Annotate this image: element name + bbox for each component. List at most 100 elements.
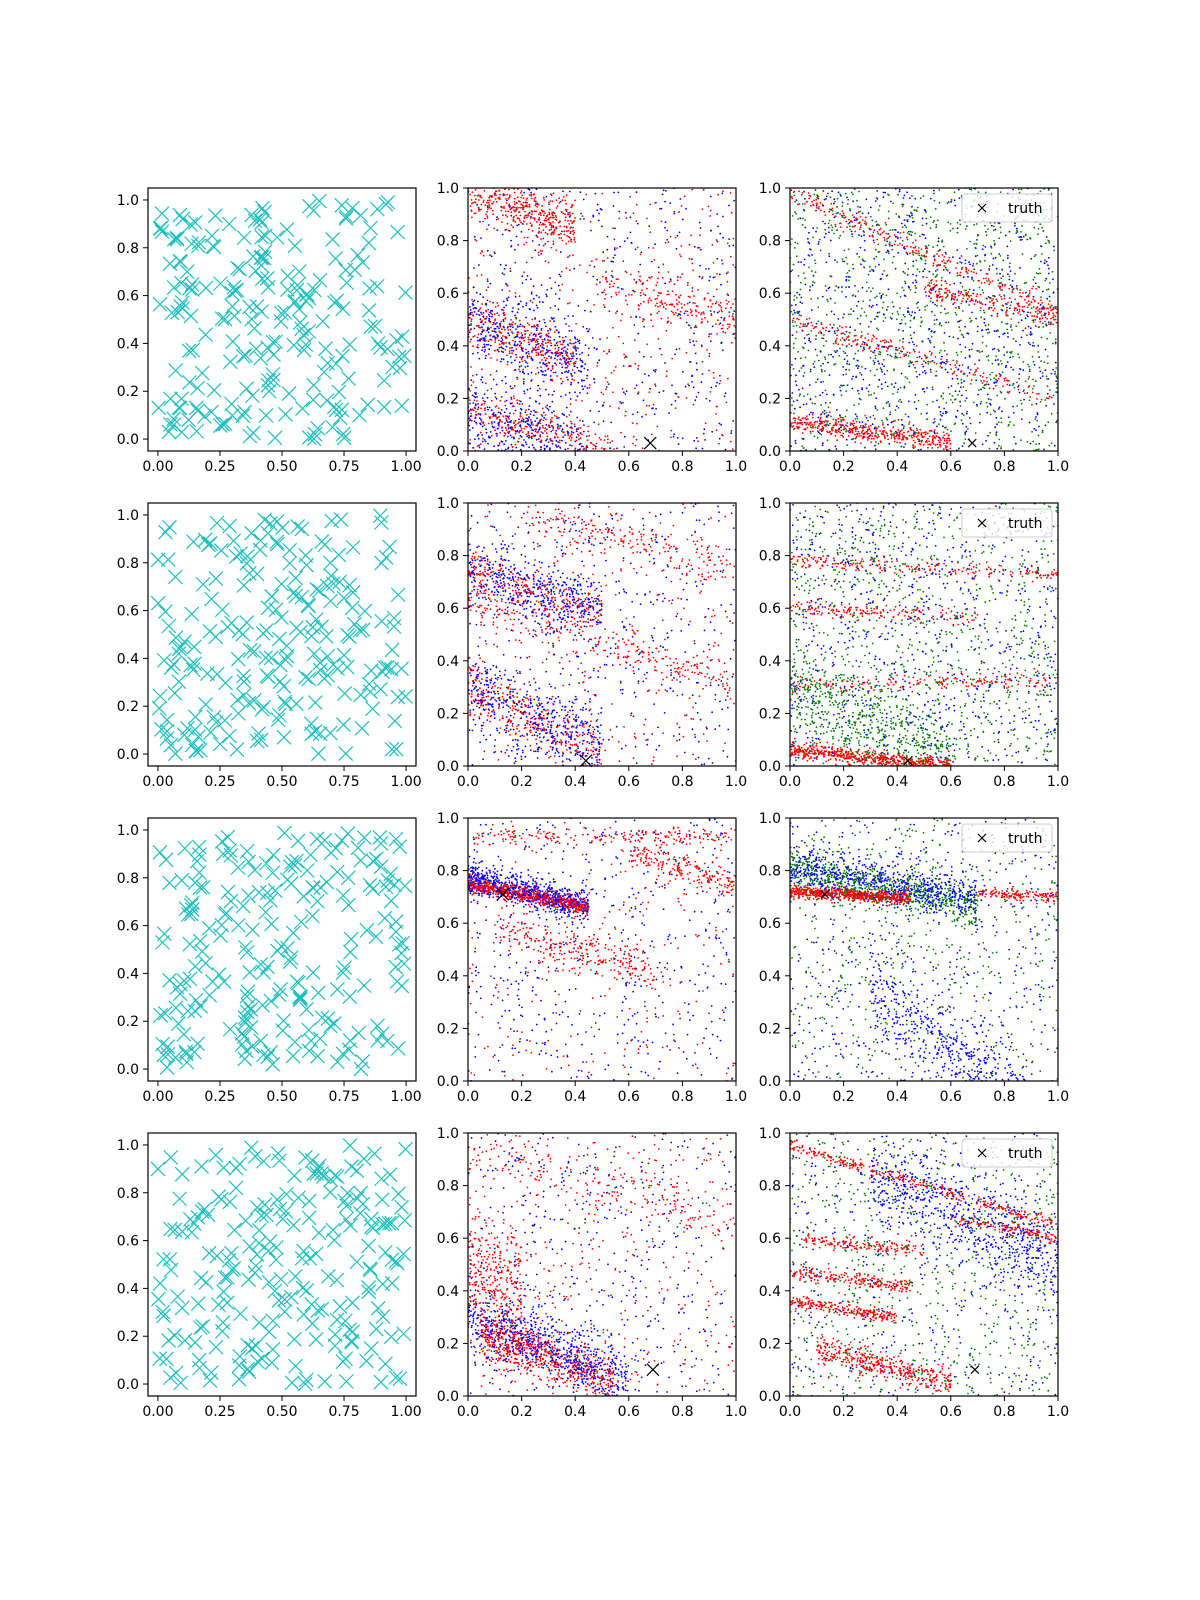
data-point [547,240,549,243]
data-point [476,336,479,339]
data-point [658,271,660,274]
data-point [857,365,860,368]
data-point [822,190,825,192]
data-point [473,406,476,409]
data-point [925,217,928,220]
data-point [525,302,528,304]
data-point [586,439,589,441]
data-point [568,437,571,439]
data-point [794,439,797,442]
data-point [720,259,723,262]
data-point [509,385,512,388]
data-point [546,345,549,348]
data-point [857,349,859,352]
sample-point [380,194,396,210]
data-point [790,445,792,448]
data-point [522,201,525,204]
data-point [879,233,882,236]
data-point [501,339,504,341]
data-point [953,191,956,194]
data-point [1044,316,1047,319]
data-point [718,437,721,440]
data-point [715,288,718,291]
data-point [527,352,530,355]
data-point [560,452,562,454]
data-point [830,310,833,313]
data-point [1027,386,1030,388]
data-point [490,434,493,437]
data-point [570,374,573,377]
data-point [475,411,477,413]
data-point [671,290,674,293]
data-point [949,447,952,450]
data-point [841,210,844,213]
data-point [1047,421,1050,424]
data-point [922,276,924,278]
data-point [525,199,528,201]
data-point [525,348,527,351]
data-point [498,339,500,342]
data-point [612,260,614,263]
data-point [538,320,541,323]
data-point [799,217,802,220]
data-point [887,233,890,235]
sample-point [267,430,283,446]
data-point [566,358,568,360]
data-point [596,361,599,364]
data-point [613,369,615,372]
data-point [891,301,894,304]
data-point [722,236,724,239]
sample-point [172,400,188,416]
data-point [541,340,544,343]
data-point [667,317,669,319]
data-point [717,225,719,228]
sample-point [292,315,308,331]
data-point [526,223,528,225]
data-point [977,393,979,396]
data-point [494,306,497,308]
data-point [794,380,797,383]
data-point [957,393,959,396]
data-point [828,219,831,222]
data-point [965,425,968,428]
data-point [483,438,486,441]
data-point [700,322,703,324]
data-point [505,264,507,267]
data-point [533,446,535,449]
data-point [887,252,890,255]
data-point [471,394,474,397]
data-point [891,312,894,315]
data-point [468,442,470,445]
data-point [584,344,587,346]
data-point [812,427,814,429]
data-point [493,322,495,324]
sample-point [370,336,386,351]
data-point [474,396,477,399]
data-point [495,455,497,457]
data-point [541,342,543,345]
data-point [560,382,563,385]
data-point [558,273,561,276]
data-point [1044,348,1047,351]
sample-point [390,224,406,240]
data-point [592,275,595,278]
data-point [835,420,838,422]
data-point [635,203,638,206]
data-point [837,212,839,214]
data-point [512,226,514,229]
data-point [568,370,570,372]
data-point [814,402,816,405]
data-point [790,304,793,307]
sample-point [172,207,188,223]
data-point [913,435,916,438]
data-point [476,194,479,197]
data-point [515,446,518,449]
data-point [482,296,485,298]
data-point [1044,424,1047,427]
data-point [988,306,991,309]
data-point [598,359,601,362]
data-point [650,319,653,322]
data-point [630,294,633,296]
data-point [598,437,601,439]
data-point [629,364,631,367]
